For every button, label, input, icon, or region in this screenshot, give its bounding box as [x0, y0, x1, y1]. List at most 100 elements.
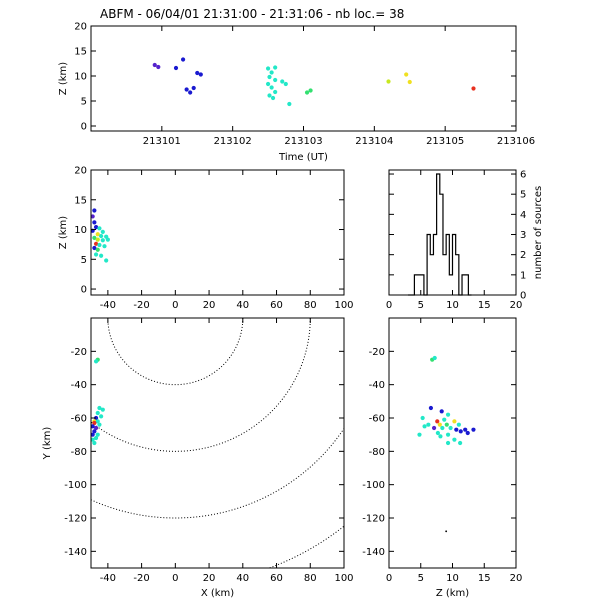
data-point: [426, 422, 431, 427]
x-tick-label: 60: [270, 573, 283, 584]
x-axis-label: X (km): [201, 588, 234, 599]
data-point: [265, 66, 271, 71]
x-axis-label: Time (UT): [278, 152, 328, 163]
data-point: [100, 407, 105, 412]
data-points: [91, 208, 110, 263]
y-tick-label: 5: [81, 97, 87, 108]
data-point: [308, 88, 313, 93]
data-point: [92, 220, 97, 225]
y-tick-label: 0: [81, 285, 87, 296]
data-point: [93, 425, 99, 431]
data-point: [471, 427, 476, 432]
data-point: [435, 419, 440, 424]
data-point: [92, 235, 97, 240]
data-point: [287, 101, 292, 107]
y-tick-label: 15: [74, 47, 87, 58]
x-tick-label: 80: [304, 300, 317, 311]
y-axis-label: Z (km): [58, 216, 69, 249]
data-point: [198, 72, 203, 77]
x-tick-label: 20: [203, 300, 216, 311]
y-tick-label: 2: [520, 250, 526, 261]
data-points: [152, 57, 476, 107]
y-tick-label: 5: [81, 255, 87, 266]
data-point: [428, 405, 434, 411]
data-point: [444, 422, 449, 427]
axes-frame: [388, 169, 517, 296]
data-point: [184, 87, 189, 92]
axes-frame: [90, 317, 345, 569]
y-axis-label: number of sources: [533, 186, 544, 279]
data-point: [273, 65, 278, 70]
y-tick-label: -140: [362, 547, 385, 558]
data-point: [283, 81, 288, 87]
data-point: [97, 226, 102, 231]
y-tick-label: -60: [71, 414, 87, 425]
y-tick-label: -100: [362, 480, 385, 491]
data-point: [448, 425, 453, 431]
data-point: [152, 62, 157, 68]
x-tick-label: 10: [446, 573, 459, 584]
data-points: [91, 357, 105, 446]
y-axis-label: Y (km): [42, 427, 53, 461]
x-tick-label: -20: [133, 300, 149, 311]
y-tick-label: 20: [74, 22, 87, 33]
x-tick-label: 100: [334, 300, 353, 311]
x-tick-label: 213106: [497, 136, 535, 147]
data-point: [91, 437, 95, 442]
data-point: [93, 225, 99, 230]
range-ring: [91, 427, 344, 519]
y-axis-label: Z (km): [58, 62, 69, 95]
data-point: [92, 208, 97, 213]
data-point: [180, 57, 186, 62]
data-point: [463, 427, 468, 432]
data-point: [95, 232, 100, 237]
data-point: [104, 258, 109, 263]
data-point: [267, 74, 272, 80]
x-axis-label: Z (km): [436, 588, 469, 599]
y-tick-label: 3: [520, 230, 526, 241]
y-tick-label: 4: [520, 210, 526, 221]
data-point: [93, 415, 99, 421]
plots: 213101 213102 213103 213104 213105 2131060510…: [42, 22, 544, 600]
axes-frame: [90, 169, 345, 296]
data-point: [173, 65, 179, 71]
data-point: [452, 419, 457, 424]
data-point: [92, 440, 97, 446]
data-point: [440, 425, 445, 431]
x-tick-label: 40: [236, 573, 249, 584]
x-tick-label: 5: [418, 573, 424, 584]
data-point: [93, 359, 99, 364]
x-tick-label: 20: [203, 573, 216, 584]
x-tick-label: 0: [172, 573, 178, 584]
data-point: [92, 429, 97, 434]
x-tick-label: 40: [236, 300, 249, 311]
data-point: [100, 238, 105, 243]
data-point: [95, 237, 100, 242]
data-points: [417, 355, 476, 533]
data-point: [269, 70, 274, 75]
y-tick-label: 15: [74, 195, 87, 206]
data-point: [95, 432, 100, 437]
data-point: [95, 247, 100, 252]
z-vs-x-panel: -40 -20 0 20 40 60 80 100 0 5 10 15 20 Z (km): [58, 166, 354, 312]
data-point: [431, 425, 437, 431]
x-tick-label: 10: [446, 300, 459, 311]
data-point: [99, 414, 104, 419]
data-point: [422, 424, 427, 429]
y-tick-label: 10: [74, 72, 87, 83]
y-tick-label: 20: [74, 166, 87, 177]
data-point: [407, 79, 412, 85]
x-tick-label: 5: [418, 300, 424, 311]
data-point: [465, 430, 470, 436]
data-point: [304, 90, 310, 95]
data-point: [417, 432, 422, 437]
data-point: [191, 85, 196, 91]
data-point: [95, 419, 100, 424]
data-point: [445, 530, 448, 533]
data-point: [442, 417, 447, 422]
data-point: [265, 81, 271, 87]
y-vs-x-panel: -40 -20 0 20 40 60 80 100 -20 -40 -60 -80 -100 -120 -1…: [42, 317, 354, 599]
data-point: [99, 233, 104, 239]
y-tick-label: 0: [520, 291, 526, 302]
y-tick-label: -140: [64, 547, 87, 558]
